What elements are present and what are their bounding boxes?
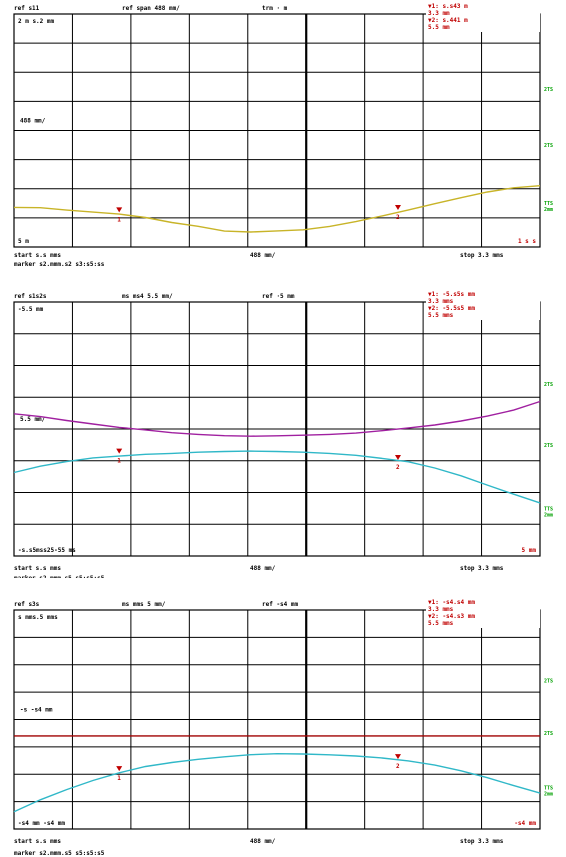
marker-1-icon[interactable]: [116, 207, 123, 213]
side-scale-label: TTS: [544, 506, 553, 512]
side-scale-label: 2mm: [544, 512, 553, 518]
scale-label: -s -s4 mm: [20, 707, 53, 714]
marker2-position: 5.5 mm: [428, 24, 450, 31]
header-center-label: ms mms 5 mm/: [122, 601, 166, 608]
marker-readout-box: [426, 2, 540, 32]
footer-start-label: start s.s mms: [14, 838, 61, 845]
scale-label: 488 mm/: [20, 118, 46, 125]
header-center-label: ref span 488 mm/: [122, 5, 180, 12]
footer-start-label: start s.s mms: [14, 565, 61, 572]
marker-2-label: 2: [396, 763, 400, 770]
side-scale-label: 2TS: [544, 443, 553, 449]
bottom-right-label: 1 s s: [518, 238, 536, 245]
reference-level-label: s mms.5 mms: [18, 614, 58, 621]
bottom-left-label: 5 m: [18, 238, 29, 245]
side-scale-label: 2TS: [544, 731, 553, 737]
marker-1-icon[interactable]: [116, 448, 123, 454]
side-scale-label: 2TS: [544, 382, 553, 388]
marker1-readout: ▼1: -s4.s4 mm: [428, 599, 475, 606]
footer-marker-timestamp: marker s2.mmm.s5 s5:s5:s5: [14, 850, 105, 857]
marker1-position: 3.3 mm: [428, 10, 450, 17]
footer-stop-label: stop 3.3 mms: [460, 838, 504, 845]
marker-2-icon[interactable]: [394, 754, 401, 760]
marker2-readout: ▼2: -5.5s5 mm: [428, 305, 475, 312]
bottom-right-label: 5 mm: [522, 547, 537, 554]
marker-1-label: 1: [117, 775, 121, 782]
bottom-left-label: -s.s5mss25-55 ms: [18, 547, 76, 554]
marker2-readout: ▼2: s.441 m: [428, 17, 468, 24]
trace-line-trace_magenta: [13, 400, 541, 437]
footer-start-label: start s.s mms: [14, 252, 61, 259]
header-right-label: ref -s4 mm: [262, 601, 299, 608]
reference-level-label: -5.5 mm: [18, 306, 44, 313]
marker1-position: 3.3 mms: [428, 298, 454, 305]
marker-readout-box: [426, 598, 540, 628]
footer-marker-timestamp: marker s2.mmm.s2 s3:s5:ss: [14, 261, 105, 268]
plot-panel-2: ref s1s2s ms ms4 5.5 mm/ref ·5 mm ▼1: -5.s…: [13, 290, 553, 578]
marker-1-label: 1: [117, 458, 121, 465]
trace-line-trace_cyan: [13, 752, 541, 813]
marker1-readout: ▼1: -5.s5s mm: [428, 291, 475, 298]
marker2-readout: ▼2: -s4.s3 mm: [428, 613, 475, 620]
header-left-label: ref s11: [14, 5, 40, 12]
header-center-label: ms ms4 5.5 mm/: [122, 293, 173, 300]
side-scale-label: 2mm: [544, 207, 553, 213]
bottom-right-label: -s4 mm: [514, 820, 536, 827]
side-scale-label: 2TS: [544, 143, 553, 149]
side-scale-label: 2mm: [544, 792, 553, 798]
side-scale-label: 2TS: [544, 678, 553, 684]
marker-2-icon[interactable]: [394, 455, 401, 461]
trace-line-trace_yellow: [13, 185, 541, 233]
bottom-left-label: -s4 mm -s4 mm: [18, 820, 65, 827]
footer-center-label: 488 mm/: [250, 565, 276, 572]
header-right-label: ref ·5 mm: [262, 293, 295, 300]
reference-level-label: 2 m s.2 mm: [18, 18, 55, 25]
scale-label: 5.5 mm/: [20, 416, 46, 423]
footer-stop-label: stop 3.3 mms: [460, 565, 504, 572]
marker2-position: 5.5 mms: [428, 620, 454, 627]
side-scale-label: TTS: [544, 201, 553, 207]
footer-marker-timestamp: marker s2.mmm.s5 s5:s5:s5: [14, 575, 105, 578]
side-scale-label: 2TS: [544, 87, 553, 93]
plot-panel-1: ref s11 ref span 488 mm/trm · m ▼1: s.s43 …: [13, 2, 553, 268]
trace-line-trace_cyan: [13, 450, 541, 504]
side-scale-label: TTS: [544, 786, 553, 792]
marker-2-label: 2: [396, 464, 400, 471]
marker-2-icon[interactable]: [394, 205, 401, 211]
header-right-label: trm · m: [262, 5, 288, 12]
footer-center-label: 488 mm/: [250, 252, 276, 259]
marker1-position: 3.3 mms: [428, 606, 454, 613]
marker1-readout: ▼1: s.s43 m: [428, 3, 468, 10]
header-left-label: ref s1s2s: [14, 293, 47, 300]
marker-1-icon[interactable]: [116, 766, 123, 772]
header-left-label: ref s3s: [14, 601, 40, 608]
marker-1-label: 1: [117, 216, 121, 223]
footer-center-label: 488 mm/: [250, 838, 276, 845]
marker2-position: 5.5 mms: [428, 312, 454, 319]
plot-panel-3: ref s3s ms mms 5 mm/ref -s4 mm ▼1: -s4.s4 …: [13, 598, 553, 857]
marker-readout-box: [426, 290, 540, 320]
footer-stop-label: stop 3.3 mms: [460, 252, 504, 259]
marker-2-label: 2: [396, 214, 400, 221]
